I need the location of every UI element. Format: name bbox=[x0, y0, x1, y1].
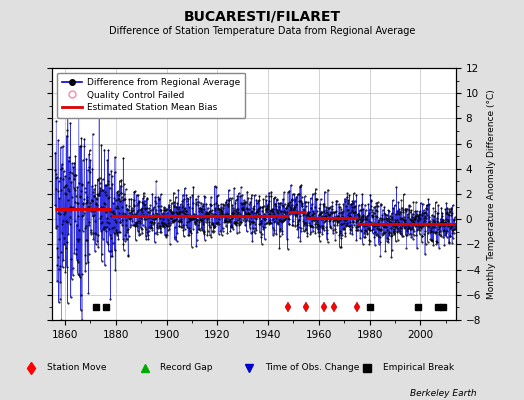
Text: Berkeley Earth: Berkeley Earth bbox=[410, 389, 477, 398]
Legend: Difference from Regional Average, Quality Control Failed, Estimated Station Mean: Difference from Regional Average, Qualit… bbox=[57, 72, 245, 118]
Text: Empirical Break: Empirical Break bbox=[383, 364, 454, 372]
Text: Record Gap: Record Gap bbox=[160, 364, 213, 372]
Text: Station Move: Station Move bbox=[47, 364, 106, 372]
Y-axis label: Monthly Temperature Anomaly Difference (°C): Monthly Temperature Anomaly Difference (… bbox=[486, 89, 496, 299]
Text: Difference of Station Temperature Data from Regional Average: Difference of Station Temperature Data f… bbox=[109, 26, 415, 36]
Text: BUCARESTI/FILARET: BUCARESTI/FILARET bbox=[183, 10, 341, 24]
Text: Time of Obs. Change: Time of Obs. Change bbox=[265, 364, 359, 372]
